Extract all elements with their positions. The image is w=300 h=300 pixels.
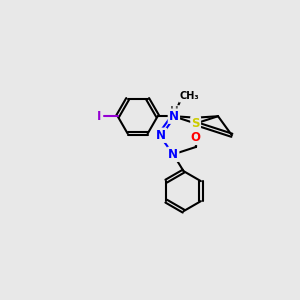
Text: CH₃: CH₃ [180,92,199,101]
Text: I: I [97,110,101,123]
Text: N: N [169,110,179,123]
Text: N: N [156,129,166,142]
Text: S: S [191,117,200,130]
Text: N: N [168,148,178,161]
Text: O: O [191,131,201,144]
Text: H: H [170,106,179,116]
